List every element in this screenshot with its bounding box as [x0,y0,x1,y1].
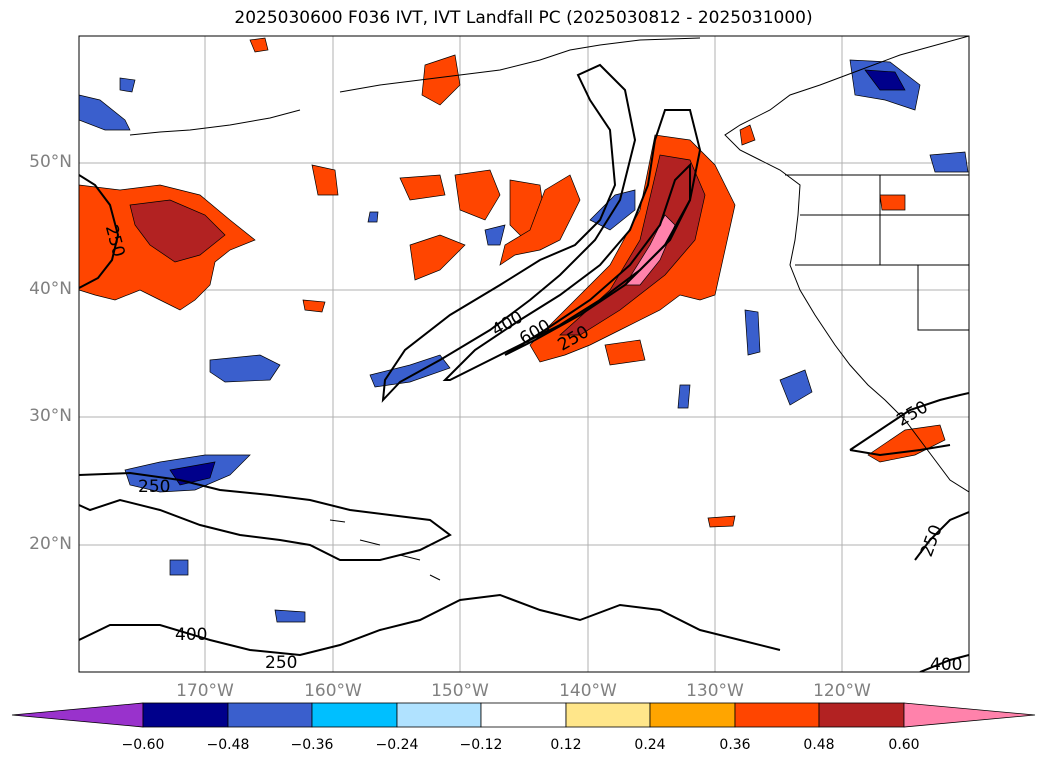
colorbar-segment [396,702,482,728]
positive-ivt-regions [79,37,946,528]
ivt-contours [79,63,969,672]
lat-label-20n: 20°N [29,534,72,554]
pos-region-mid-pacific-4 [409,234,466,281]
lat-label-40n: 40°N [29,279,72,299]
pos-region-mid-pacific-5 [399,174,446,201]
contour-label-250-southwest: 250 [138,477,170,497]
colorbar-segment [649,702,736,728]
colorbar-tick: 0.48 [803,737,835,753]
colorbar-tick: −0.12 [459,737,503,753]
neg-region-mid-3 [369,354,451,388]
lon-label-120w: 120°W [813,681,871,701]
neg-region-east-1 [779,369,813,406]
contour-250-southwest [79,471,452,561]
colorbar-tick: 0.36 [719,737,751,753]
neg-region-east-3 [929,151,969,173]
colorbar-extend-left [11,702,144,728]
colorbar-segment [227,702,313,728]
lon-label-150w: 150°W [431,681,489,701]
alaska-coast [339,37,701,93]
lon-label-160w: 160°W [304,681,362,701]
pos-region-west-pacific-core [129,199,226,263]
plot-frame [78,35,970,673]
colorbar-segment [142,702,229,728]
map-title: 2025030600 F036 IVT, IVT Landfall PC (20… [234,8,813,28]
colorbar-segment [565,702,651,728]
neg-region-north-pacific [79,94,131,131]
colorbar-tick: 0.60 [888,737,920,753]
colorbar-tick: −0.48 [206,737,250,753]
colorbar-tick: 0.12 [550,737,582,753]
neg-region-east-2 [744,309,761,356]
neg-region-small-3 [677,384,691,409]
pos-region-mid-pacific-3 [499,174,581,266]
contour-label-250-bottom-right: 400 [930,655,962,675]
state-borders [795,175,969,331]
colorbar-segment [734,702,820,728]
colorbar-tick: −0.60 [121,737,165,753]
contour-250-west [79,174,120,289]
neg-region-ar-north [589,189,636,231]
colorbar [11,702,1036,728]
pos-region-coast-1 [739,124,756,146]
lon-label-130w: 130°W [686,681,744,701]
contour-250-ar [381,63,637,403]
neg-region-small-6 [274,609,306,623]
colorbar-tick: −0.36 [290,737,334,753]
negative-ivt-regions [79,59,969,623]
lon-label-170w: 170°W [176,681,234,701]
colorbar-tick: −0.24 [375,737,419,753]
pos-region-south-ar [604,339,646,366]
contour-250-baja [849,392,969,457]
neg-region-small-2 [119,77,136,93]
colorbar-extend-right [903,702,1036,728]
neg-region-small-4 [367,211,379,223]
colorbar-segment [311,702,398,728]
colorbar-tick: 0.24 [634,737,666,753]
aleutian-islands [129,109,301,136]
neg-region-small-1 [484,224,506,246]
pos-region-mid-pacific-1 [454,169,501,221]
lat-label-30n: 30°N [29,406,72,426]
pos-region-baja [867,424,946,463]
coastlines [129,36,969,581]
neg-region-mid-1 [209,354,281,383]
contour-400-south [79,593,781,657]
lon-label-140w: 140°W [559,681,617,701]
pos-region-small-4 [879,194,906,211]
hawaii-islands [329,519,441,581]
pos-region-gulf-alaska [421,54,461,106]
pos-region-small-3 [707,515,736,528]
contour-600-ar [504,162,691,356]
pos-region-small-2 [302,299,326,313]
colorbar-segment [818,702,905,728]
colorbar-segment [480,702,567,728]
contour-250-southeast [914,511,969,672]
pos-region-small-1 [249,37,269,53]
lat-label-50n: 50°N [29,152,72,172]
contour-label-400-south-2: 250 [265,653,297,673]
pos-region-mid-pacific-6 [311,164,339,196]
contour-label-400-south-1: 400 [175,625,207,645]
neg-region-small-5 [169,559,189,576]
neg-region-canada-core [864,69,906,91]
plot-area [79,36,969,672]
